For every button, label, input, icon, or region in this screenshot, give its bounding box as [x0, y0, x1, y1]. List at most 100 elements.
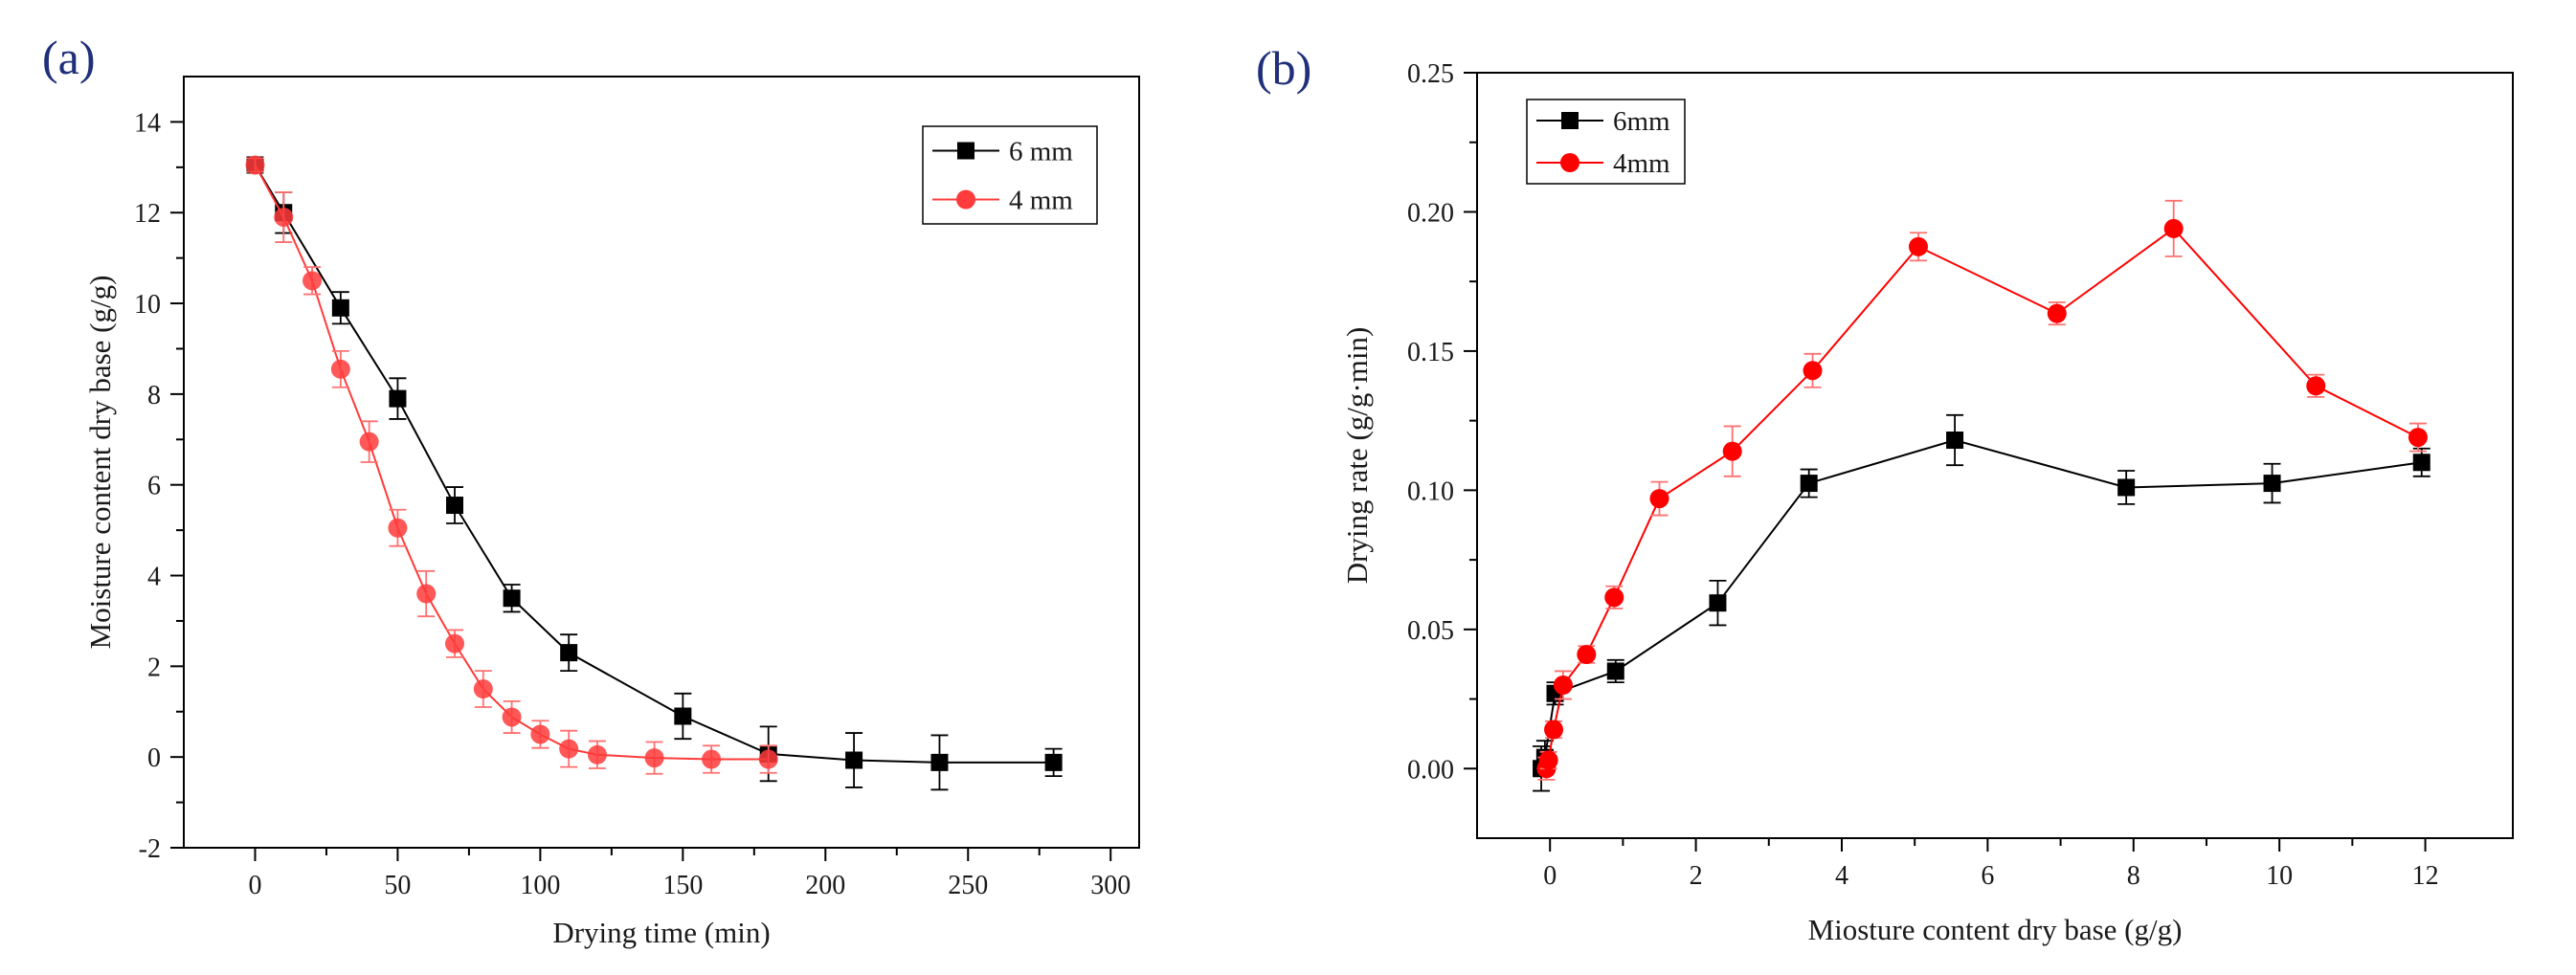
data-point	[2412, 454, 2430, 472]
data-point	[389, 389, 407, 408]
data-point	[331, 299, 349, 317]
data-point	[445, 633, 465, 654]
legend-label: 6mm	[1613, 106, 1670, 137]
legend-label: 4 mm	[1009, 186, 1073, 216]
x-tick-label: 0	[248, 871, 261, 900]
data-point	[845, 751, 863, 769]
legend-marker	[1561, 112, 1579, 129]
data-point	[2306, 376, 2326, 396]
series-4-mm	[245, 155, 778, 775]
data-point	[702, 749, 722, 769]
data-point	[1946, 432, 1964, 449]
legend-marker	[1560, 153, 1579, 172]
data-point	[2408, 428, 2428, 448]
data-point	[2047, 303, 2067, 323]
y-tick-label: 0.25	[1407, 59, 1454, 89]
data-point	[559, 739, 579, 759]
panel-letter: (a)	[42, 31, 96, 84]
x-tick-label: 300	[1090, 871, 1131, 900]
y-tick-label: 0.15	[1407, 338, 1454, 367]
x-tick-label: 100	[520, 871, 560, 900]
data-point	[503, 589, 521, 608]
y-tick-label: -2	[139, 834, 161, 864]
legend-marker	[956, 189, 975, 210]
x-tick-label: 50	[384, 871, 411, 900]
y-tick-label: 4	[147, 563, 161, 592]
data-point	[416, 584, 437, 604]
y-tick-label: 0.20	[1407, 198, 1454, 228]
plot-frame	[1476, 72, 2514, 839]
data-point	[388, 518, 408, 538]
series-6-mm	[246, 156, 1063, 791]
y-tick-label: 6	[147, 472, 161, 501]
data-point	[1606, 662, 1624, 680]
x-tick-label: 12	[2412, 861, 2439, 891]
data-point	[1722, 441, 1742, 461]
legend-marker	[957, 142, 974, 160]
data-point	[530, 724, 550, 744]
data-point	[1604, 587, 1624, 608]
data-point	[473, 679, 493, 699]
data-point	[1908, 236, 1928, 256]
y-tick-label: 0.05	[1407, 616, 1454, 646]
legend-label: 6 mm	[1009, 137, 1073, 167]
data-point	[274, 207, 294, 227]
data-point	[302, 271, 323, 291]
series-4mm	[1536, 199, 2428, 781]
x-tick-label: 6	[1981, 861, 1994, 891]
data-point	[758, 749, 778, 769]
data-point	[930, 753, 949, 771]
data-point	[1044, 753, 1063, 771]
data-point	[644, 748, 664, 768]
data-point	[1800, 475, 1818, 493]
legend-item: 6mm	[1536, 106, 1670, 137]
data-point	[1544, 720, 1564, 740]
y-tick-label: 2	[147, 653, 161, 682]
legend-label: 4mm	[1613, 148, 1670, 179]
data-point	[245, 155, 265, 175]
data-point	[1577, 645, 1597, 664]
data-point	[2263, 475, 2281, 493]
x-axis-label: Drying time (min)	[552, 916, 770, 949]
data-point	[1803, 361, 1823, 381]
data-point	[2117, 478, 2136, 497]
x-tick-label: 200	[805, 871, 845, 900]
series-line	[1545, 227, 2419, 769]
x-tick-label: 8	[2127, 861, 2140, 891]
data-point	[1553, 676, 1573, 695]
panel-letter: (b)	[1256, 41, 1311, 95]
x-tick-label: 4	[1835, 861, 1848, 891]
panel-b-drying-rate: (b) 0 2 4 6 8 10 12 0.00 0.05 0.10 0.15 0.20 0.25 Mios…	[1256, 41, 2514, 946]
x-tick-label: 250	[948, 871, 988, 900]
legend-box	[922, 125, 1098, 225]
x-axis-label: Miosture content dry base (g/g)	[1808, 913, 2183, 946]
data-point	[587, 744, 607, 764]
data-point	[1649, 489, 1669, 509]
y-tick-label: 14	[134, 108, 161, 138]
panel-a-drying-curve: (a) 0 50 100 150 200 250 300 -2 0 2 4 6 8 10 12 14 Drying…	[42, 31, 1140, 949]
data-point	[1709, 594, 1727, 612]
data-point	[502, 707, 522, 727]
y-tick-label: 0	[147, 743, 161, 773]
data-point	[446, 497, 464, 515]
series-line	[254, 164, 1054, 764]
legend: 6 mm 4 mm	[922, 125, 1098, 225]
data-point	[1538, 750, 1558, 770]
legend-item: 4 mm	[932, 186, 1073, 216]
y-tick-label: 12	[134, 199, 161, 229]
x-tick-label: 0	[1543, 861, 1557, 891]
legend-item: 4mm	[1536, 148, 1670, 179]
y-tick-label: 0.10	[1407, 476, 1454, 506]
y-tick-label: 0.00	[1407, 755, 1454, 785]
legend-item: 6 mm	[932, 137, 1073, 167]
data-point	[2163, 218, 2184, 238]
y-tick-label: 8	[147, 381, 161, 410]
plot-frame	[183, 76, 1140, 849]
data-point	[359, 432, 379, 452]
x-tick-label: 2	[1690, 861, 1703, 891]
x-tick-label: 150	[662, 871, 703, 900]
y-axis-label: Moisture content dry base (g/g)	[83, 276, 117, 650]
series-line	[254, 164, 769, 761]
